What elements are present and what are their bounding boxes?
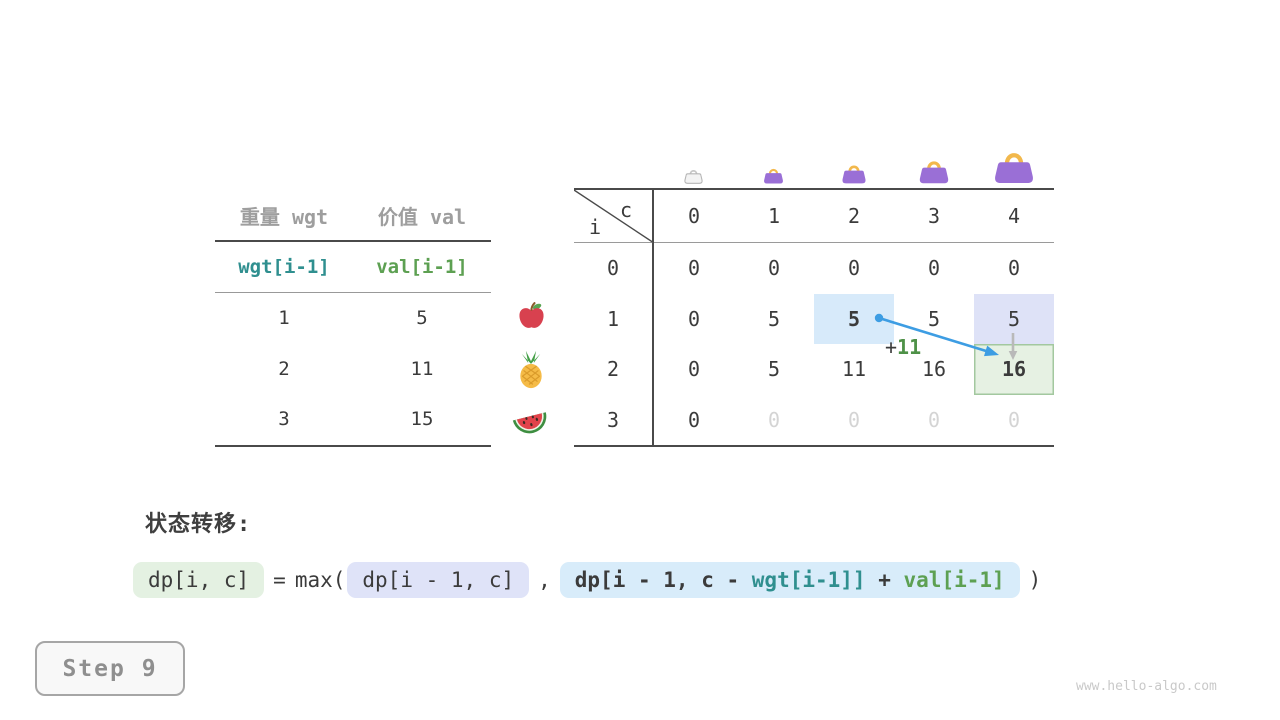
- formula-equals: =: [273, 568, 286, 592]
- dp-cell-2-0: 0: [687, 357, 701, 382]
- row-header-1: 1: [574, 293, 654, 344]
- formula-max-open: max(: [294, 568, 346, 592]
- dp-cell-1-1: 5: [767, 306, 781, 331]
- items-table-subheader-row: wgt[i-1] val[i-1]: [215, 242, 491, 293]
- weight-column-header: 重量 wgt: [239, 204, 329, 229]
- option-take-val: val[i-1]: [903, 568, 1005, 592]
- bag-capacity-4-icon: [995, 153, 1033, 184]
- plus-sign: +: [885, 335, 898, 359]
- col-header-4: 4: [974, 190, 1054, 243]
- transition-formula: dp[i, c] = max(dp[i - 1, c], dp[i - 1, c - …: [133, 560, 1050, 600]
- dp-cell-1-2-source-highlight: 5: [814, 293, 894, 344]
- dp-cell-1-0: 0: [687, 306, 701, 331]
- plus-value-annotation: +11: [885, 335, 921, 359]
- corner-diagonal-line: [574, 190, 654, 243]
- dp-cell-0-0: 0: [687, 256, 701, 281]
- transition-heading: 状态转移:: [145, 512, 252, 537]
- dp-cell-2-1: 5: [767, 357, 781, 382]
- item-3-weight: 3: [278, 408, 290, 431]
- dp-cell-3-0: 0: [687, 407, 701, 432]
- dp-table: c i 0 1 2 3 4 0 0 0 0 0 0 1 0 5 5 5 5 2 …: [574, 188, 1054, 447]
- dp-cell-0-3: 0: [927, 256, 941, 281]
- col-header-3: 3: [894, 190, 974, 243]
- val-code-label: val[i-1]: [376, 256, 468, 278]
- dp-cell-1-4-alt-highlight: 5: [974, 293, 1054, 344]
- col-header-2: 2: [814, 190, 894, 243]
- row-header-3: 3: [574, 394, 654, 445]
- formula-option-take: dp[i - 1, c - wgt[i-1]] + val[i-1]: [559, 562, 1020, 598]
- row-header-2: 2: [574, 344, 654, 395]
- bag-capacity-1-icon: [764, 168, 783, 184]
- dp-cell-2-2: 11: [841, 357, 867, 382]
- option-take-plus: +: [865, 568, 904, 592]
- item-1-value: 5: [416, 307, 428, 330]
- added-value: 11: [897, 335, 922, 359]
- pineapple-icon: [520, 350, 542, 389]
- item-row-1: 1 5: [215, 293, 491, 344]
- col-header-0: 0: [654, 190, 734, 243]
- step-button[interactable]: Step 9: [35, 641, 185, 696]
- option-take-prefix: dp[i - 1, c -: [574, 568, 752, 592]
- watermelon-icon: [512, 412, 547, 434]
- dp-cell-3-3: 0: [927, 407, 941, 432]
- dp-cell-3-1: 0: [767, 407, 781, 432]
- apple-icon: [519, 302, 544, 328]
- col-axis-label: c: [620, 198, 633, 222]
- dp-cell-2-4-result-highlight: 16: [974, 344, 1054, 395]
- col-header-1: 1: [734, 190, 814, 243]
- dp-cell-0-1: 0: [767, 256, 781, 281]
- option-take-wgt: wgt[i-1]]: [751, 568, 866, 592]
- dp-cell-3-4: 0: [1007, 407, 1021, 432]
- items-table-header-row: 重量 wgt 价值 val: [215, 190, 491, 242]
- item-3-value: 15: [410, 408, 434, 431]
- row-axis-label: i: [589, 215, 602, 239]
- dp-cell-2-3: 16: [921, 357, 947, 382]
- formula-lhs: dp[i, c]: [133, 562, 265, 598]
- formula-comma: ,: [538, 568, 551, 592]
- item-1-weight: 1: [278, 307, 290, 330]
- bag-capacity-3-icon: [919, 161, 949, 184]
- dp-cell-3-2: 0: [847, 407, 861, 432]
- dp-corner-cell: c i: [574, 190, 654, 243]
- formula-close-paren: ): [1028, 568, 1042, 592]
- item-2-weight: 2: [278, 357, 290, 380]
- row-header-0: 0: [574, 243, 654, 294]
- wgt-code-label: wgt[i-1]: [238, 256, 330, 278]
- value-column-header: 价值 val: [377, 204, 467, 229]
- items-table: 重量 wgt 价值 val wgt[i-1] val[i-1] 1 5 2 11…: [215, 190, 491, 447]
- item-row-3: 3 15: [215, 394, 491, 445]
- item-row-2: 2 11: [215, 344, 491, 395]
- bag-capacity-0-icon: [684, 170, 703, 184]
- watermark: www.hello-algo.com: [1076, 679, 1217, 694]
- dp-cell-0-4: 0: [1007, 256, 1021, 281]
- dp-cell-0-2: 0: [847, 256, 861, 281]
- bag-capacity-2-icon: [842, 165, 866, 184]
- item-2-value: 11: [410, 357, 434, 380]
- capacity-bags-row: [574, 138, 1054, 184]
- formula-option-keep: dp[i - 1, c]: [347, 562, 530, 598]
